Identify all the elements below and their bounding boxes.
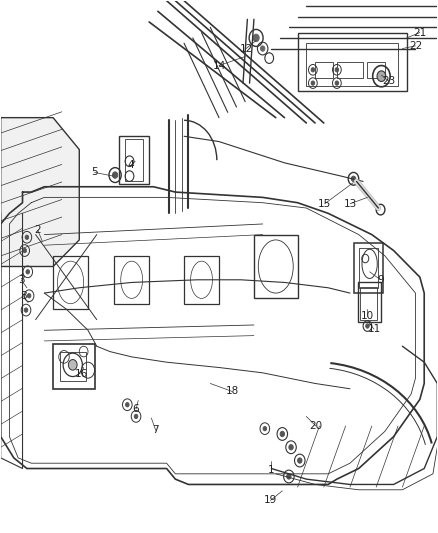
Text: 4: 4	[127, 160, 134, 171]
Text: 19: 19	[264, 495, 277, 505]
Text: 1: 1	[268, 465, 275, 474]
Polygon shape	[1, 118, 79, 266]
Circle shape	[263, 426, 267, 431]
Circle shape	[27, 294, 31, 298]
Circle shape	[253, 34, 259, 42]
Text: 9: 9	[377, 275, 384, 285]
Text: 16: 16	[74, 369, 88, 379]
Circle shape	[68, 360, 77, 370]
Bar	[337, 62, 363, 78]
Bar	[297, 33, 407, 91]
Text: 11: 11	[367, 324, 381, 334]
Bar	[60, 352, 86, 381]
Bar	[360, 287, 378, 320]
Text: 13: 13	[343, 199, 357, 209]
Circle shape	[311, 68, 314, 72]
Text: 2: 2	[35, 225, 41, 236]
Bar	[53, 256, 88, 309]
Circle shape	[289, 445, 293, 450]
Circle shape	[113, 172, 118, 178]
Text: 22: 22	[409, 41, 422, 51]
Circle shape	[134, 414, 138, 418]
Text: 7: 7	[152, 425, 159, 435]
Bar	[367, 62, 385, 78]
Circle shape	[287, 474, 291, 479]
Circle shape	[335, 68, 339, 72]
Bar	[119, 136, 149, 184]
Text: 15: 15	[318, 199, 331, 209]
Circle shape	[25, 235, 28, 239]
Text: 14: 14	[212, 61, 226, 70]
Text: 10: 10	[361, 311, 374, 321]
Bar	[114, 256, 149, 304]
Text: 18: 18	[226, 386, 239, 397]
Bar	[254, 235, 297, 298]
Bar	[53, 344, 95, 389]
Circle shape	[280, 431, 285, 437]
Circle shape	[351, 176, 356, 181]
Text: 8: 8	[20, 290, 27, 301]
Circle shape	[261, 46, 265, 51]
Text: 21: 21	[413, 28, 427, 38]
Circle shape	[24, 308, 28, 312]
Circle shape	[335, 81, 339, 85]
Bar	[306, 43, 398, 86]
Bar	[184, 256, 219, 304]
Text: 23: 23	[383, 77, 396, 86]
Text: 20: 20	[309, 421, 322, 431]
Circle shape	[23, 248, 26, 253]
Circle shape	[297, 458, 302, 463]
Bar	[354, 243, 383, 293]
Text: 3: 3	[18, 275, 25, 285]
Text: 5: 5	[91, 167, 98, 177]
Circle shape	[126, 402, 129, 407]
Text: 12: 12	[240, 44, 253, 53]
Circle shape	[377, 71, 386, 82]
Bar	[125, 139, 143, 181]
Circle shape	[26, 270, 29, 274]
Bar	[359, 248, 378, 288]
Text: 6: 6	[133, 404, 139, 414]
Bar	[358, 282, 381, 322]
Circle shape	[366, 324, 369, 328]
Circle shape	[311, 81, 314, 85]
Bar	[315, 62, 332, 78]
